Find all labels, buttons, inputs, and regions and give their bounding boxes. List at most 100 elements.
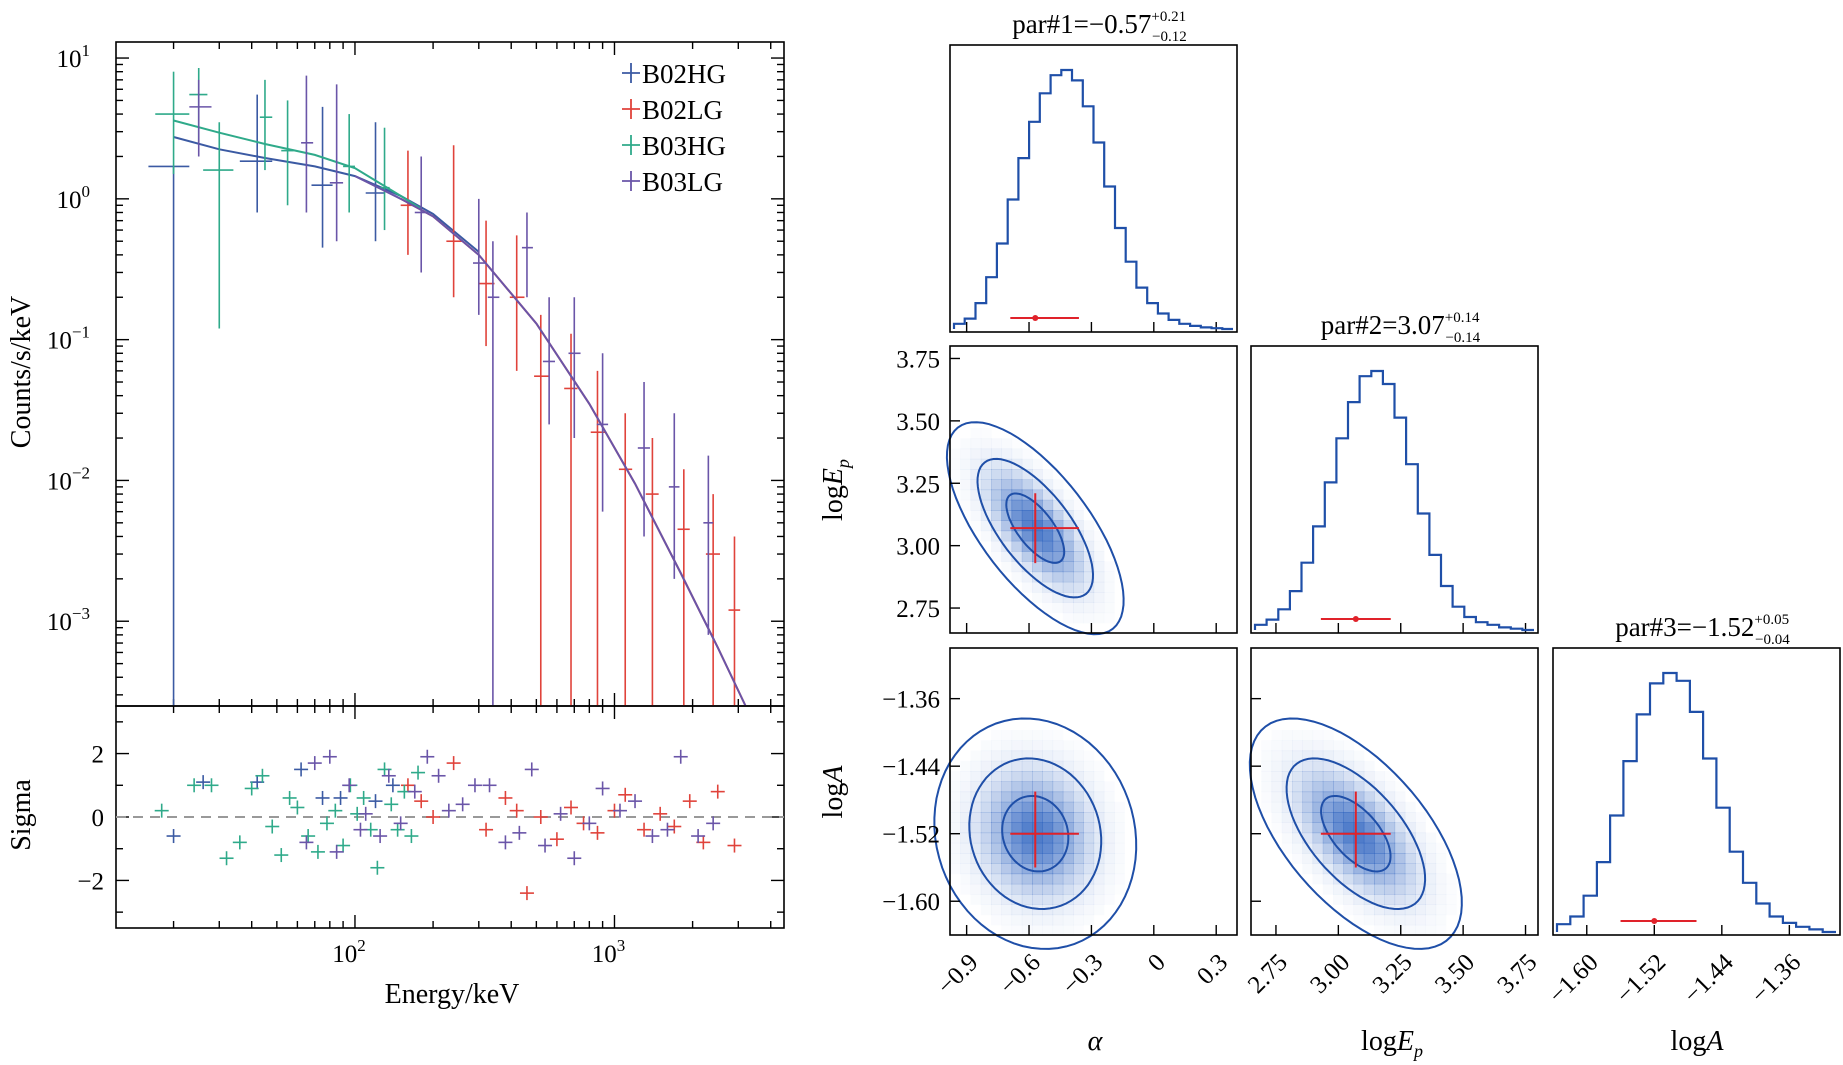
density-cell (1363, 832, 1375, 844)
density-cell (1363, 771, 1375, 782)
residuals-ticks (116, 706, 784, 928)
density-cell (1322, 873, 1334, 885)
spectrum-ylabel: Counts/s/keV (6, 296, 37, 448)
density-cell (1272, 812, 1283, 823)
density-cell (1094, 761, 1105, 772)
density-cell (1073, 540, 1084, 552)
y-tick-label-3-exp: −2 (72, 463, 90, 482)
density-cell (1094, 904, 1105, 915)
density-cell (1073, 530, 1084, 542)
corner-x-tick-label-alpha-1: −0.6 (995, 949, 1046, 1000)
density-cell (1281, 740, 1293, 752)
density-cell (960, 791, 972, 803)
density-cell (1062, 499, 1074, 511)
density-cell (1292, 832, 1303, 844)
density-cell (1312, 842, 1324, 854)
legend-label-B03HG: B03HG (642, 131, 726, 161)
density-cell (1292, 771, 1303, 782)
density-cell (1011, 873, 1023, 885)
density-cell (1302, 791, 1314, 803)
density-cell (950, 469, 961, 480)
density-cell (1404, 883, 1416, 895)
density-cell (1032, 801, 1043, 813)
density-cell (1354, 751, 1365, 762)
density-cell (1052, 822, 1064, 834)
density-cell (980, 499, 992, 511)
density-cell (1001, 883, 1013, 895)
density-cell (1271, 791, 1283, 803)
contour-2 (945, 421, 1125, 636)
density-cell (1435, 873, 1447, 885)
density-cell (1032, 760, 1043, 772)
density-cell (1436, 925, 1447, 936)
contour-1 (976, 457, 1095, 599)
density-cell (1042, 479, 1054, 491)
density-cell (1292, 781, 1303, 793)
density-cell (960, 812, 972, 823)
density-cell (1083, 540, 1095, 552)
density-cell (991, 499, 1002, 511)
density-cell (1103, 801, 1115, 813)
density-cell (991, 781, 1002, 793)
corner-xlabel-logEp-var: E (1396, 1026, 1414, 1057)
frame-alpha-logA (949, 647, 1238, 936)
corner-y-tick-label-logEp-1: 3.00 (896, 534, 940, 561)
corner-ylabel-logA-var: A (818, 765, 849, 785)
corner-xlabel-logA-var: A (1704, 1026, 1724, 1057)
hist-frame-logA (1552, 647, 1841, 936)
density-cell (1343, 781, 1355, 793)
density-cell (991, 479, 1002, 491)
density-cell (1343, 822, 1355, 834)
density-cell (1042, 499, 1054, 511)
density-cell (1103, 863, 1115, 875)
density-cell (1063, 490, 1074, 501)
density-cell (1052, 581, 1064, 593)
density-cell (970, 801, 982, 813)
density-cell (1042, 863, 1054, 875)
density-cell (1374, 873, 1385, 885)
density-cell (1394, 873, 1406, 885)
contour-0 (1005, 492, 1066, 564)
density-cell (991, 812, 1002, 823)
density-cell (1042, 894, 1054, 905)
corner-x-tick-label-alpha-2: −0.3 (1057, 949, 1108, 1000)
density-cell (1374, 883, 1385, 895)
density-cell (1093, 894, 1105, 905)
density-cell (960, 449, 971, 460)
density-cell (1063, 613, 1074, 624)
density-cell (1012, 925, 1023, 936)
density-cell (1032, 842, 1043, 854)
title-plus: +0.21 (1151, 9, 1186, 25)
contour-2 (933, 717, 1138, 950)
density-cell (1404, 873, 1416, 885)
density-cell (1042, 740, 1054, 752)
corner-xlabel-alpha: α (1088, 1026, 1104, 1057)
density-cell (1011, 791, 1023, 803)
density-cell (1302, 771, 1314, 782)
density-cell (1062, 760, 1074, 772)
density-cell (1302, 832, 1314, 844)
density-cell (1292, 750, 1303, 762)
density-cell (1073, 520, 1084, 532)
density-cell (1011, 883, 1023, 895)
density-cell (1001, 438, 1012, 449)
density-cell (991, 842, 1002, 854)
density-cell (1073, 740, 1084, 751)
density-cell (1104, 561, 1115, 572)
density-cell (1052, 499, 1064, 511)
density-cell (960, 479, 972, 491)
density-cell (1001, 822, 1013, 834)
density-cell (991, 832, 1002, 844)
y-tick-label-3-base: 10 (47, 468, 72, 495)
resid-series-B03LG (299, 749, 721, 866)
model-line-B02HG (173, 136, 480, 253)
density-cell (1363, 781, 1375, 793)
density-cell (1302, 842, 1314, 854)
density-cell (1021, 750, 1033, 762)
corner-x-tick-label-alpha-3: 0 (1143, 949, 1171, 977)
density-cell (1032, 740, 1043, 752)
density-cell (950, 792, 961, 803)
density-logEp-logA (1248, 717, 1463, 950)
